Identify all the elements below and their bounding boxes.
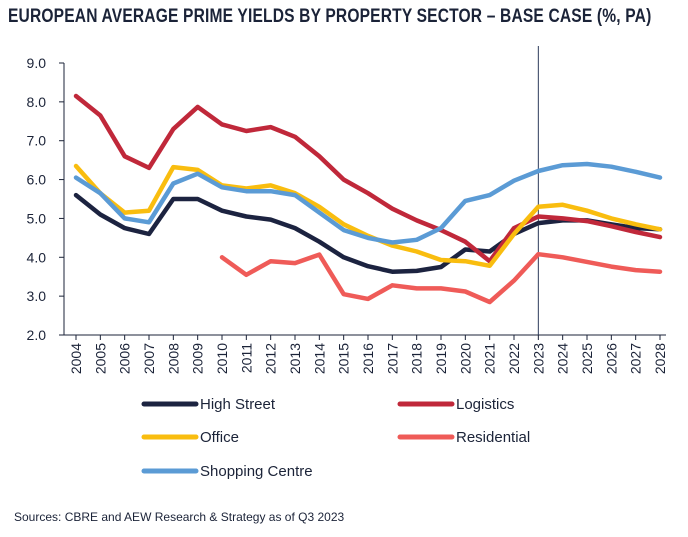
y-tick-label: 7.0	[27, 133, 47, 149]
x-tick-label: 2009	[190, 343, 206, 374]
x-tick-label: 2015	[336, 343, 352, 374]
series-group	[73, 93, 663, 305]
x-tick-label: 2023	[530, 343, 546, 374]
y-tick-label: 4.0	[27, 249, 47, 265]
y-tick-label: 5.0	[27, 210, 47, 226]
x-tick-label: 2016	[360, 343, 376, 374]
x-tick-label: 2012	[263, 343, 279, 374]
legend-label: Shopping Centre	[200, 463, 313, 480]
legend-label: Residential	[456, 429, 530, 446]
x-axis: 2004 2005 2006 2007 2008 2009 2010 2011 2012 2013…	[64, 334, 668, 374]
legend-label: Office	[200, 429, 239, 446]
x-tick-label: 2013	[287, 343, 303, 374]
x-tick-label: 2014	[311, 343, 327, 374]
x-tick-label: 2026	[603, 343, 619, 374]
x-tick-label: 2025	[579, 343, 595, 374]
source-note: Sources: CBRE and AEW Research & Strateg…	[14, 510, 345, 524]
x-tick-label: 2006	[117, 343, 133, 374]
y-tick-label: 3.0	[27, 288, 47, 304]
y-tick-label: 2.0	[27, 327, 47, 343]
x-tick-label: 2024	[555, 343, 571, 374]
x-tick-label: 2007	[141, 343, 157, 374]
y-tick-label: 6.0	[27, 172, 47, 188]
x-tick-label: 2005	[92, 343, 108, 374]
x-tick-label: 2020	[457, 343, 473, 374]
legend-label: High Street	[200, 396, 276, 413]
x-tick-label: 2017	[384, 343, 400, 374]
series-line-logistics	[73, 93, 663, 264]
chart-title: EUROPEAN AVERAGE PRIME YIELDS BY PROPERT…	[8, 6, 652, 27]
x-tick-label: 2011	[238, 343, 254, 373]
x-tick-label: 2010	[214, 343, 230, 374]
legend: High Street Logistics Office Residential Sho…	[141, 396, 530, 480]
x-tick-label: 2027	[628, 343, 644, 374]
x-tick-label: 2004	[68, 343, 84, 374]
series-line-shopping-centre	[73, 161, 663, 245]
y-tick-label: 8.0	[27, 94, 47, 110]
y-tick-label: 9.0	[27, 55, 47, 71]
legend-label: Logistics	[456, 396, 514, 413]
x-tick-label: 2021	[482, 343, 498, 374]
y-axis: 9.0 8.0 7.0 6.0 5.0 4.0 3.0 2.0	[27, 55, 65, 343]
x-tick-label: 2022	[506, 343, 522, 374]
x-tick-label: 2018	[409, 343, 425, 374]
x-tick-label: 2008	[165, 343, 181, 374]
series-line-residential	[219, 251, 663, 305]
x-tick-label: 2028	[652, 343, 668, 374]
x-tick-label: 2019	[433, 343, 449, 374]
